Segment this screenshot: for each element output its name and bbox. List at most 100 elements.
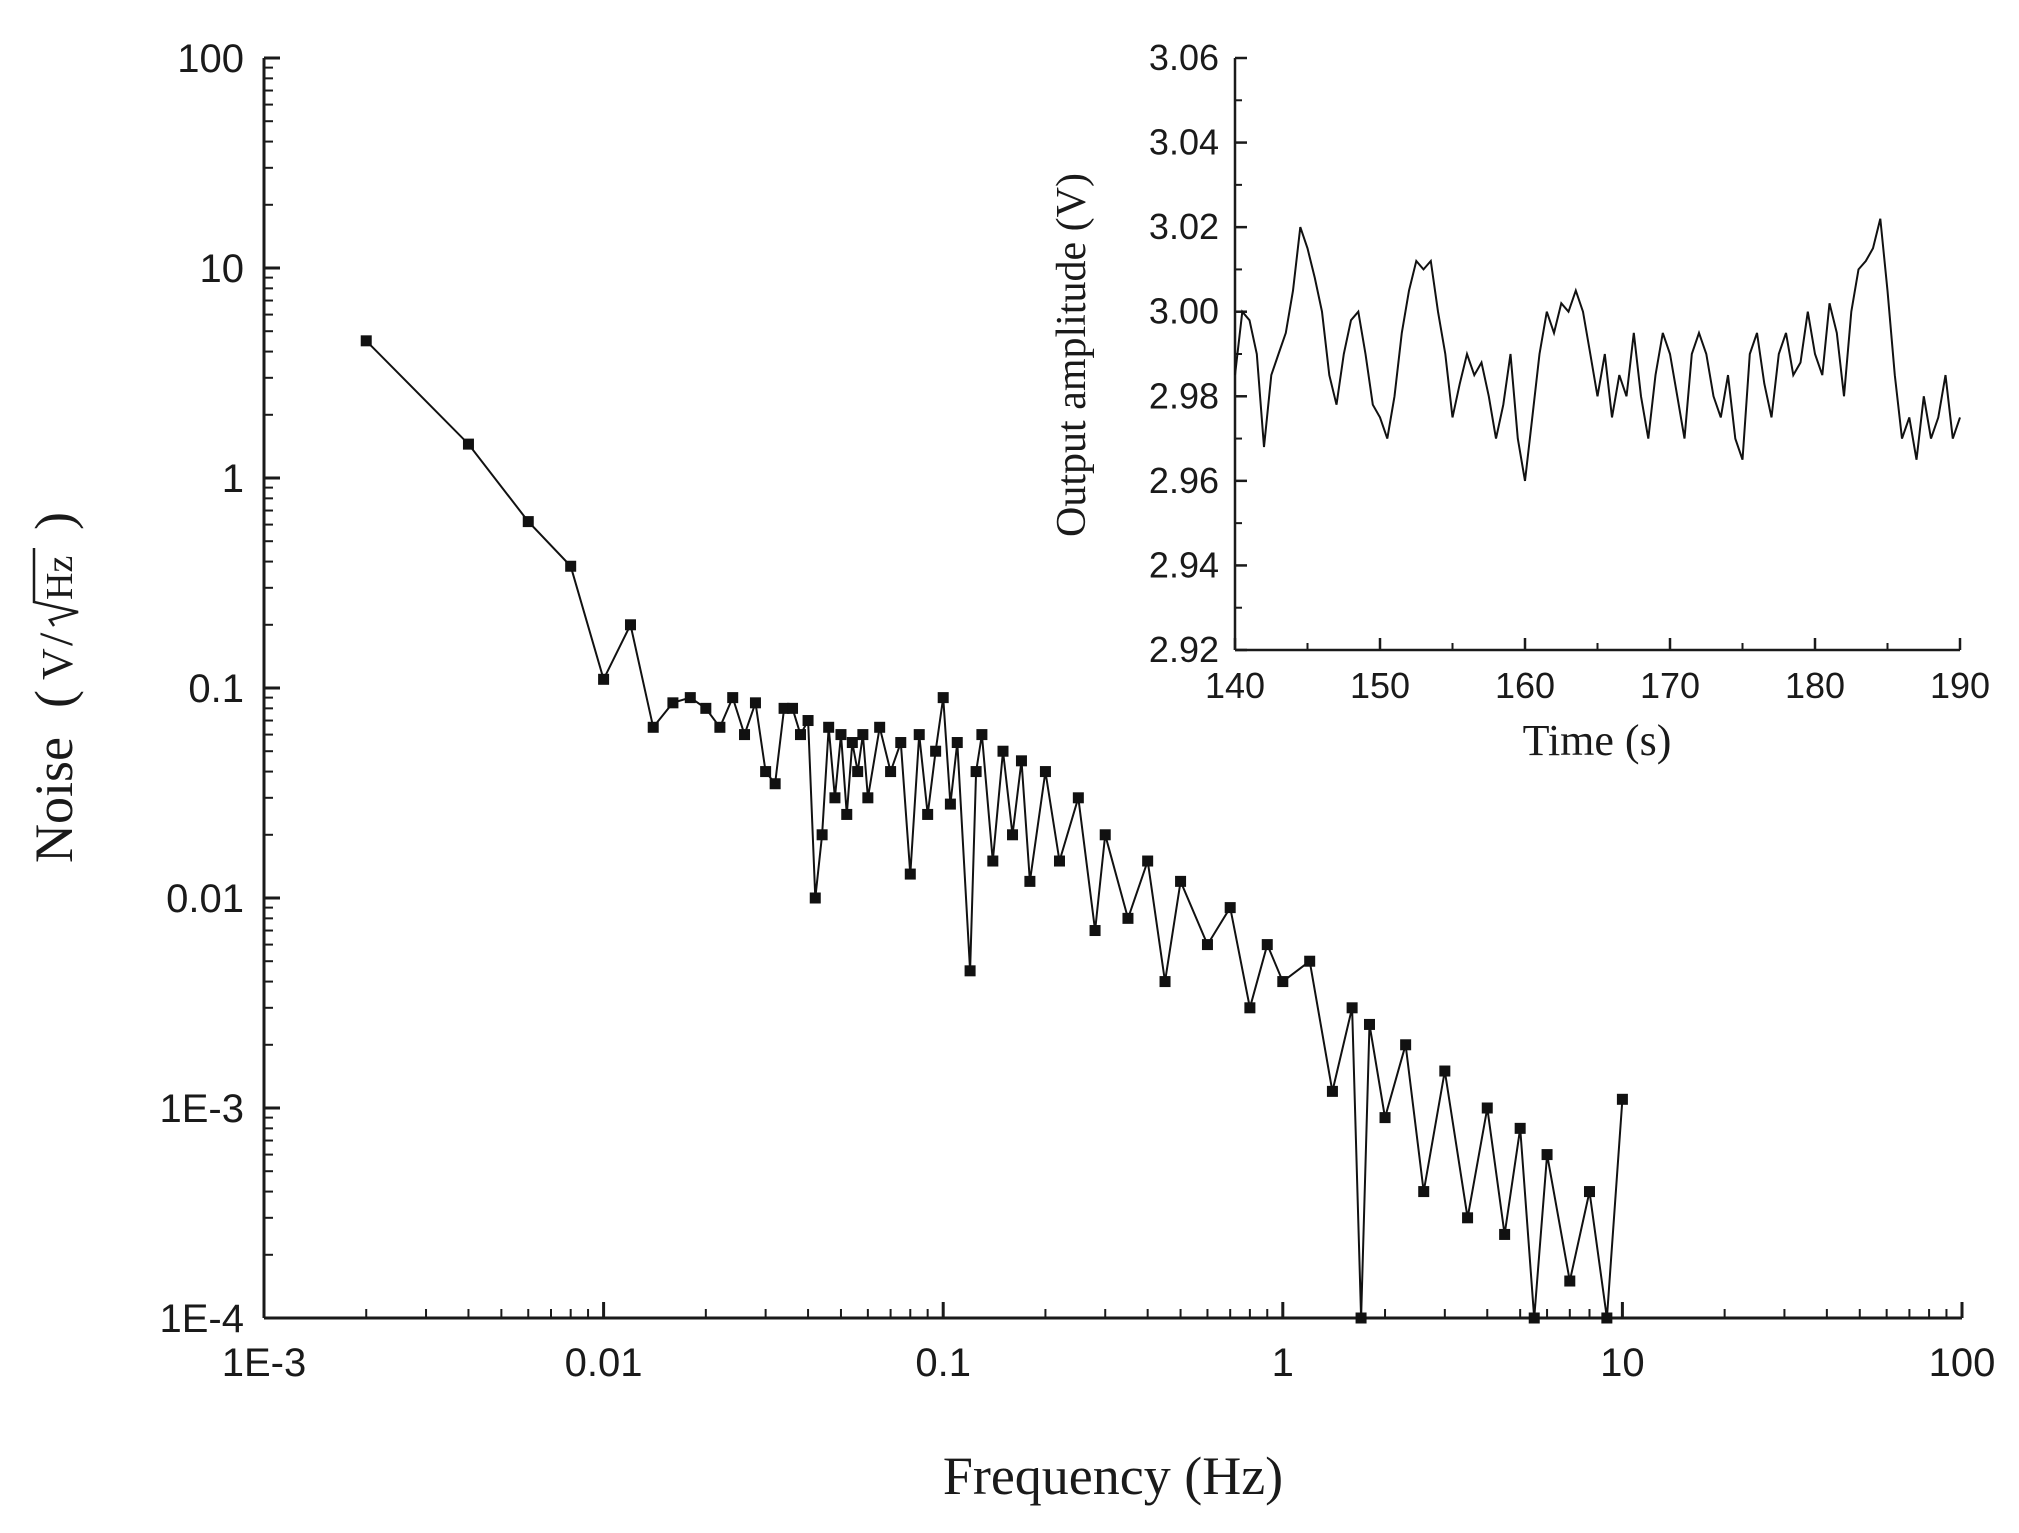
main-data-point: [1072, 792, 1084, 804]
main-data-point: [1601, 1312, 1613, 1324]
main-y-tick-label: 10: [200, 247, 245, 291]
main-data-point: [769, 778, 781, 790]
inset-x-tick-label: 170: [1640, 665, 1700, 706]
main-data-point: [1304, 955, 1316, 967]
main-data-point: [1039, 766, 1051, 778]
main-data-point: [749, 697, 761, 709]
main-data-point: [930, 745, 942, 757]
main-data-point: [922, 808, 934, 820]
main-y-axis-unit-v: V: [33, 648, 82, 680]
inset-series: [1234, 218, 1961, 482]
main-x-tick-label: 0.01: [565, 1341, 643, 1385]
main-data-point: [987, 855, 999, 867]
main-data-point: [885, 766, 897, 778]
inset-y-tick-label: 3.00: [1149, 291, 1219, 332]
main-data-point: [1616, 1093, 1628, 1105]
main-y-axis-open-paren: (: [24, 690, 84, 708]
main-data-point: [462, 438, 474, 450]
main-data-point: [951, 737, 963, 749]
main-data-point: [904, 868, 916, 880]
main-data-point: [1244, 1002, 1256, 1014]
main-data-point: [841, 808, 853, 820]
main-y-tick-label: 1E-4: [160, 1297, 245, 1341]
main-data-point: [1462, 1212, 1474, 1224]
main-data-point: [835, 729, 847, 741]
main-data-point: [700, 702, 712, 714]
inset-y-tick-label: 3.02: [1149, 206, 1219, 247]
main-data-point: [1326, 1085, 1338, 1097]
main-data-point: [944, 798, 956, 810]
main-data-point: [1363, 1018, 1375, 1030]
main-data-point: [1224, 902, 1236, 914]
main-x-tick-label: 0.1: [915, 1341, 971, 1385]
inset-y-tick-label: 2.96: [1149, 460, 1219, 501]
main-data-point: [970, 766, 982, 778]
main-data-point: [895, 737, 907, 749]
main-y-tick-label: 0.01: [166, 877, 244, 921]
main-data-point: [852, 766, 864, 778]
main-data-point: [647, 721, 659, 733]
main-data-point: [787, 702, 799, 714]
inset-series-line: [1234, 218, 1961, 482]
main-y-tick-label: 1: [222, 457, 244, 501]
main-data-point: [1142, 855, 1154, 867]
inset-y-ticks: 2.92 2.94 2.96 2.98 3.00 3.02 3.04 3.06: [1149, 37, 1247, 670]
main-data-point: [760, 766, 772, 778]
inset-y-axis-label: Output amplitude (V): [1049, 173, 1095, 537]
main-data-point: [1201, 939, 1213, 951]
main-data-point: [1261, 939, 1273, 951]
main-data-point: [1379, 1112, 1391, 1124]
main-y-axis-slash: /: [30, 632, 83, 646]
main-data-point: [1514, 1122, 1526, 1134]
inset-x-tick-label: 150: [1350, 665, 1410, 706]
inset-x-tick-label: 190: [1930, 665, 1990, 706]
main-data-point: [1564, 1275, 1576, 1287]
main-y-tick-label: 100: [177, 37, 244, 81]
main-x-axis-label: Frequency (Hz): [943, 1446, 1283, 1506]
main-x-tick-label: 1: [1272, 1341, 1294, 1385]
inset-y-tick-label: 3.06: [1149, 37, 1219, 78]
inset-x-ticks: 140 150 160 170 180 190: [1205, 638, 1990, 706]
main-data-point: [1159, 976, 1171, 988]
main-data-point: [976, 729, 988, 741]
main-data-point: [862, 792, 874, 804]
main-data-point: [1053, 855, 1065, 867]
inset-y-tick-label: 2.98: [1149, 375, 1219, 416]
main-data-point: [598, 673, 610, 685]
main-y-axis-unit-hz: Hz: [39, 556, 81, 600]
main-data-point: [1499, 1228, 1511, 1240]
main-data-point: [823, 721, 835, 733]
main-data-point: [778, 702, 790, 714]
main-y-axis-close-paren: ): [24, 512, 84, 530]
main-data-point: [739, 729, 751, 741]
main-y-tick-label: 1E-3: [160, 1087, 245, 1131]
main-data-point: [937, 692, 949, 704]
main-data-point: [1089, 925, 1101, 937]
main-data-point: [1439, 1065, 1451, 1077]
main-x-tick-label: 1E-3: [222, 1341, 307, 1385]
inset-y-tick-label: 3.04: [1149, 122, 1219, 163]
main-data-point: [565, 560, 577, 572]
main-data-point: [1007, 829, 1019, 841]
main-data-point: [1481, 1102, 1493, 1114]
main-data-point: [684, 692, 696, 704]
main-data-point: [1175, 875, 1187, 887]
inset-x-tick-label: 180: [1785, 665, 1845, 706]
inset-x-tick-label: 140: [1205, 665, 1265, 706]
main-data-point: [1015, 755, 1027, 767]
main-data-point: [964, 965, 976, 977]
main-data-point: [1346, 1002, 1358, 1014]
main-data-point: [1099, 829, 1111, 841]
main-y-axis-label-prefix: Noise: [24, 737, 84, 863]
main-data-point: [1583, 1186, 1595, 1198]
main-x-tick-label: 10: [1600, 1341, 1645, 1385]
main-data-point: [829, 792, 841, 804]
main-data-point: [1277, 976, 1289, 988]
main-data-point: [802, 715, 814, 727]
main-data-point: [846, 737, 858, 749]
main-data-point: [360, 335, 372, 347]
main-y-ticks: 1E-4 1E-3 0.01 0.1 1 10 100: [160, 37, 280, 1341]
main-x-ticks: 1E-3 0.01 0.1 1 10 100: [222, 1302, 1995, 1385]
